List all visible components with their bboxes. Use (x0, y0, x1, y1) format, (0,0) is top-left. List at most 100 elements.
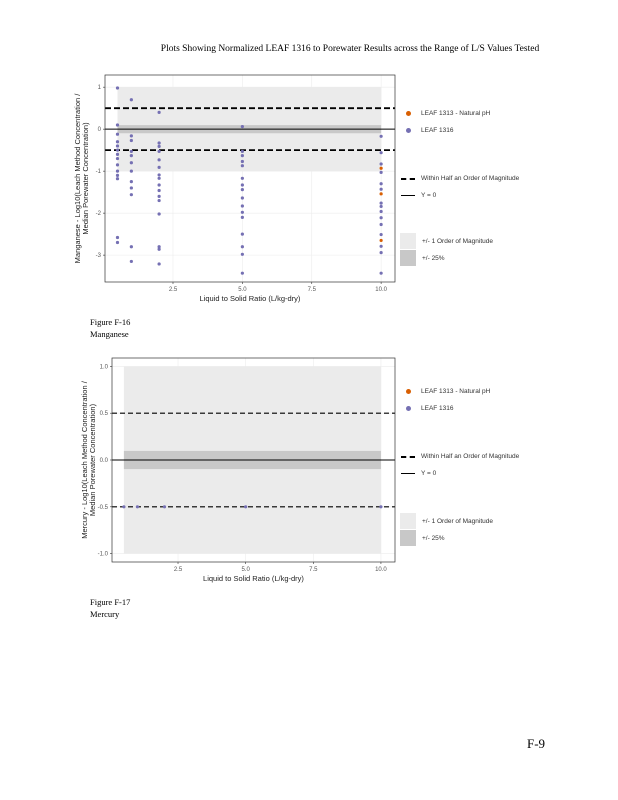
data-point (115, 140, 120, 144)
legend-label: Within Half an Order of Magnitude (421, 453, 520, 460)
data-point (379, 151, 383, 155)
legend-item-y0: Y = 0 (400, 470, 436, 477)
data-point (240, 252, 244, 256)
data-point (157, 188, 161, 193)
data-point (240, 125, 244, 129)
y-tick-label: -3 (96, 253, 102, 259)
legend-label: +/- 25% (422, 254, 445, 262)
figure-caption: Manganese (90, 329, 129, 339)
data-point (129, 154, 133, 158)
figure-label: Figure F-17 (90, 597, 131, 607)
y-tick-label: -2 (96, 211, 102, 217)
data-point (379, 170, 383, 175)
mercury-legend: LEAF 1313 - Natural pH LEAF 1316 Within … (400, 383, 560, 553)
data-point (129, 193, 133, 197)
y-axis-title: Mercury - Log10(Leach Method Concentrati… (80, 380, 89, 539)
data-point (162, 505, 167, 509)
x-tick-label: 5.0 (238, 287, 247, 293)
data-point (115, 156, 120, 161)
legend-item-one-order: +/- 1 Order of Magnitude (400, 513, 493, 529)
data-point (379, 209, 383, 214)
data-point (157, 183, 161, 187)
data-point (244, 505, 248, 509)
data-point (129, 259, 133, 264)
data-point (240, 176, 244, 180)
page-number: F-9 (527, 736, 546, 751)
purple-dot-icon (406, 128, 411, 133)
data-point (240, 154, 244, 158)
data-point (129, 98, 133, 102)
data-point (115, 123, 120, 127)
data-point (240, 271, 244, 275)
data-point (157, 212, 161, 216)
dark-swatch-icon (400, 250, 416, 266)
legend-label: +/- 1 Order of Magnitude (422, 237, 493, 245)
data-point (379, 134, 383, 138)
data-point (157, 245, 161, 249)
data-point (157, 158, 161, 162)
manganese-chart: 1 0 -1 -2 -3 2.5 5.0 7.5 10.0 Liquid to Solid Rat… (73, 74, 396, 303)
legend-item-half-order: Within Half an Order of Magnitude (400, 175, 519, 182)
data-point (379, 216, 383, 220)
y-axis-title: Median Porewater Concentration) (81, 122, 90, 235)
data-point (240, 149, 244, 154)
orange-dot-icon (406, 389, 411, 394)
data-point (379, 162, 383, 166)
x-tick-label: 10.0 (375, 567, 387, 573)
legend-label: Y = 0 (421, 192, 437, 199)
data-point (129, 180, 133, 184)
dashed-line-icon (401, 455, 415, 458)
data-point (129, 186, 133, 190)
data-point (129, 245, 133, 249)
data-point (157, 165, 161, 169)
y-axis-title: Manganese - Log10(Leach Method Concentra… (73, 93, 82, 264)
data-point (115, 132, 120, 136)
legend-label: +/- 25% (422, 534, 445, 542)
x-tick-label: 7.5 (309, 567, 318, 573)
data-point (157, 173, 161, 177)
x-axis-title: Liquid to Solid Ratio (L/kg-dry) (200, 294, 301, 303)
y-tick-label: 1 (98, 85, 102, 91)
data-point (157, 110, 161, 114)
x-tick-label: 7.5 (308, 287, 317, 293)
solid-line-icon (401, 473, 415, 474)
data-point (379, 238, 383, 243)
data-point (240, 164, 244, 168)
data-point (129, 161, 133, 165)
figure-caption: Mercury (90, 609, 120, 619)
data-point (379, 182, 383, 186)
legend-label: +/- 1 Order of Magnitude (422, 517, 493, 525)
data-point (240, 196, 244, 200)
data-point (379, 244, 383, 248)
data-point (240, 159, 244, 164)
dashed-line-icon (401, 177, 415, 180)
legend-item-one-order: +/- 1 Order of Magnitude (400, 233, 493, 249)
page-title: Plots Showing Normalized LEAF 1316 to Po… (160, 44, 540, 54)
data-point (157, 247, 161, 251)
data-point (157, 141, 161, 145)
data-point (115, 177, 120, 181)
legend-item-25pct: +/- 25% (400, 250, 445, 266)
light-swatch-icon (400, 513, 416, 529)
data-point (129, 138, 133, 143)
data-point (379, 505, 383, 509)
data-point (115, 148, 120, 152)
data-point (379, 271, 383, 275)
legend-item-natural-ph: LEAF 1313 - Natural pH (400, 110, 490, 117)
panel-border (104, 74, 396, 283)
data-point (129, 134, 133, 138)
light-swatch-icon (400, 233, 416, 249)
y-tick-label: 1.0 (100, 364, 109, 370)
data-point (129, 169, 133, 173)
data-point (115, 152, 120, 156)
x-tick-label: 10.0 (375, 287, 387, 293)
legend-label: Y = 0 (421, 470, 437, 477)
legend-label: LEAF 1316 (421, 127, 454, 134)
y-axis-title: Median Porewater Concentration) (88, 403, 97, 516)
x-tick-label: 5.0 (241, 567, 250, 573)
data-point (240, 204, 244, 208)
data-point (157, 149, 161, 154)
data-point (240, 188, 244, 192)
x-axis-title: Liquid to Solid Ratio (L/kg-dry) (203, 574, 304, 583)
